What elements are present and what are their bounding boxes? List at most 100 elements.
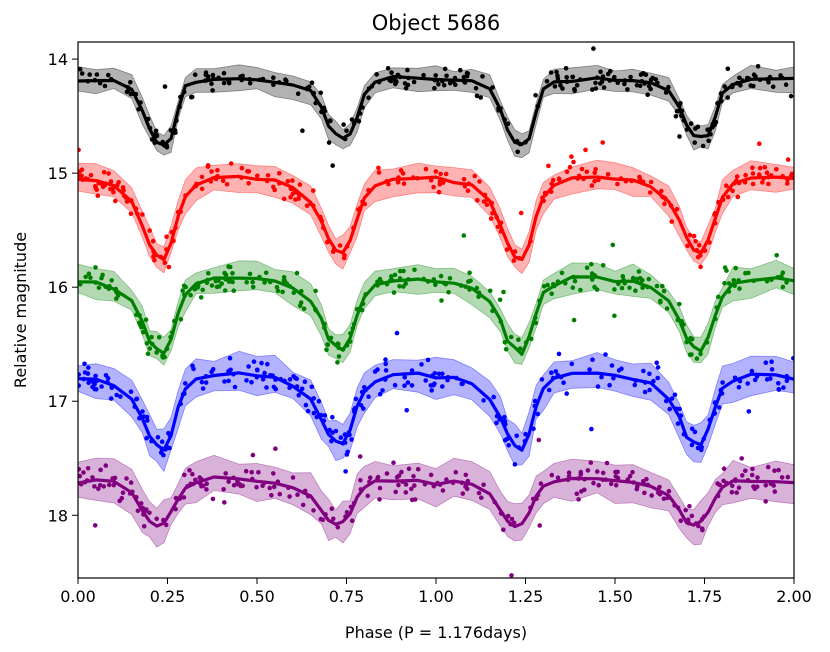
data-point — [144, 414, 150, 420]
series-band — [78, 350, 794, 473]
data-point — [774, 167, 779, 172]
data-point — [509, 516, 515, 522]
data-point — [303, 402, 309, 408]
data-point — [765, 464, 771, 470]
data-point — [316, 399, 322, 404]
data-point — [706, 138, 711, 144]
data-point — [757, 165, 763, 171]
data-point — [251, 359, 257, 365]
data-point — [101, 170, 107, 175]
data-point — [219, 281, 224, 286]
data-point — [147, 228, 152, 233]
data-point — [108, 179, 114, 184]
data-point — [564, 391, 569, 396]
data-point — [145, 418, 150, 423]
data-point — [282, 278, 288, 284]
data-point — [245, 169, 250, 174]
data-point — [145, 351, 151, 357]
data-point — [595, 469, 600, 474]
y-tick-label: 15 — [48, 164, 68, 183]
data-point — [733, 265, 738, 271]
data-point — [221, 487, 226, 492]
data-point — [613, 474, 619, 479]
y-axis: 14 15 16 17 18 — [48, 50, 78, 525]
data-point — [593, 167, 598, 172]
data-point — [646, 83, 652, 89]
data-point — [297, 182, 303, 187]
data-point — [368, 475, 373, 481]
data-point — [391, 290, 397, 295]
data-point — [412, 267, 417, 273]
data-point — [689, 513, 695, 519]
data-point — [688, 121, 694, 126]
data-point — [674, 108, 680, 114]
data-point — [461, 233, 467, 238]
data-point — [734, 490, 739, 495]
data-point — [717, 482, 723, 488]
data-point — [345, 449, 351, 455]
data-point — [564, 169, 570, 175]
data-point — [595, 384, 601, 389]
data-point — [752, 486, 758, 492]
data-point — [784, 378, 790, 384]
data-point — [358, 403, 364, 408]
data-point — [689, 426, 695, 432]
data-point — [687, 232, 693, 238]
data-point — [432, 371, 438, 376]
data-point — [383, 368, 389, 373]
data-point — [440, 371, 445, 377]
data-point — [311, 410, 317, 416]
data-point — [162, 84, 168, 89]
data-point — [405, 380, 411, 385]
y-tick-label: 16 — [48, 278, 68, 297]
data-point — [396, 473, 402, 479]
data-point — [612, 74, 617, 80]
data-point — [164, 234, 169, 239]
data-point — [590, 87, 595, 92]
data-point — [574, 491, 580, 497]
data-point — [335, 525, 341, 530]
data-point — [769, 359, 774, 365]
data-point — [465, 188, 471, 193]
data-point — [570, 74, 575, 80]
data-point — [592, 179, 597, 184]
data-point — [695, 445, 701, 451]
data-point — [309, 80, 315, 85]
data-point — [491, 394, 497, 400]
data-point — [144, 435, 149, 441]
data-point — [398, 168, 404, 173]
data-point — [700, 527, 705, 533]
data-point — [97, 483, 103, 488]
data-point — [632, 382, 638, 388]
data-point — [504, 247, 510, 252]
data-point — [569, 361, 575, 367]
data-point — [287, 377, 293, 382]
data-point — [436, 371, 442, 377]
data-point — [78, 173, 82, 179]
data-point — [654, 283, 660, 289]
data-point — [657, 484, 662, 490]
data-point — [634, 486, 640, 492]
data-point — [209, 283, 215, 288]
data-point — [512, 462, 518, 467]
data-point — [222, 379, 227, 384]
data-point — [143, 317, 149, 323]
data-point — [576, 497, 581, 502]
x-tick-label: 0.50 — [239, 587, 275, 606]
data-point — [423, 166, 429, 172]
data-point — [79, 71, 85, 76]
data-point — [648, 77, 654, 83]
data-point — [453, 82, 458, 88]
data-point — [661, 496, 667, 502]
data-point — [501, 527, 506, 533]
data-point — [324, 347, 329, 353]
data-point — [99, 384, 104, 389]
series-1 — [78, 46, 794, 168]
data-point — [612, 287, 617, 292]
data-point — [497, 297, 503, 303]
data-point — [637, 174, 642, 180]
data-point — [92, 484, 97, 489]
data-point — [755, 475, 760, 480]
data-point — [96, 285, 102, 291]
data-point — [391, 460, 396, 466]
